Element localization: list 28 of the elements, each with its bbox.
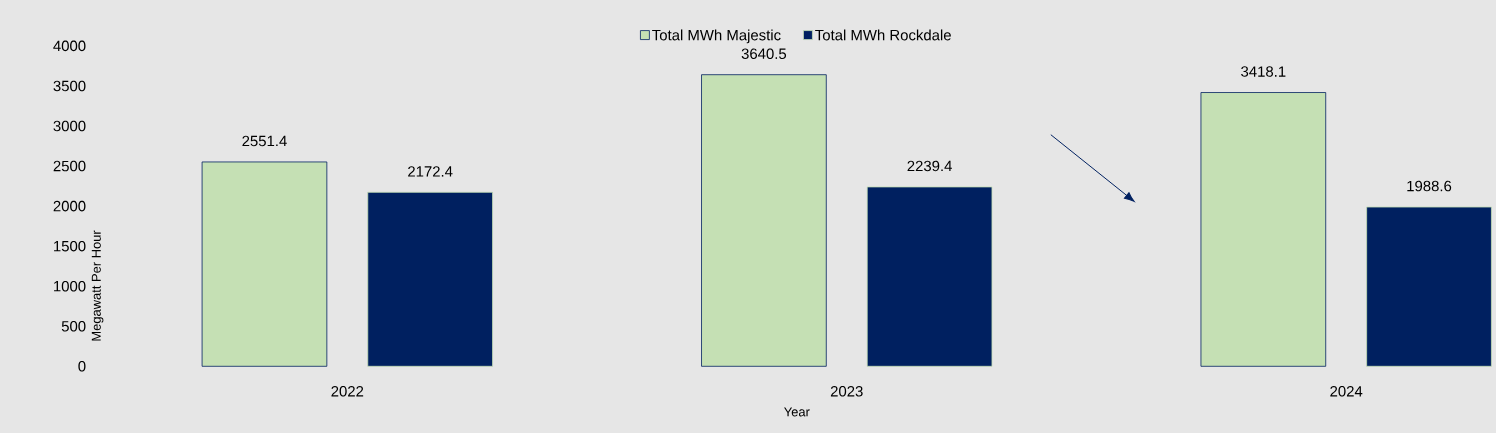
data-label: 3640.5 [741,48,787,59]
x-tick-label: 2022 [331,385,364,397]
data-label: 3418.1 [1241,66,1286,77]
bar [866,186,993,367]
y-tick-label: 4000 [53,40,86,52]
legend-label: Total MWh Majestic [652,29,781,44]
y-tick-label: 1000 [54,280,86,292]
data-label: 2551.4 [242,135,287,147]
legend-label: Total MWh Rockdale [815,29,951,41]
y-axis-title: Megawatt Per Hour [91,230,104,341]
x-axis-title: Year [784,407,810,417]
y-tick-label: 3000 [53,120,86,132]
data-label: 2172.4 [408,166,453,177]
bar [1366,206,1492,367]
data-label: 2239.4 [907,160,952,172]
bar [701,74,827,367]
y-tick-label: 1500 [54,240,86,252]
y-tick-label: 500 [61,320,86,332]
y-tick-label: 0 [78,360,86,372]
x-tick-label: 2024 [1330,385,1363,397]
bar [367,191,493,367]
bar [201,161,328,367]
y-tick-label: 2500 [53,160,86,172]
y-tick-label: 3500 [53,80,86,92]
x-tick-label: 2023 [830,385,863,397]
bar [1200,92,1327,367]
data-label: 1988.6 [1407,180,1452,192]
y-tick-label: 2000 [53,200,86,212]
